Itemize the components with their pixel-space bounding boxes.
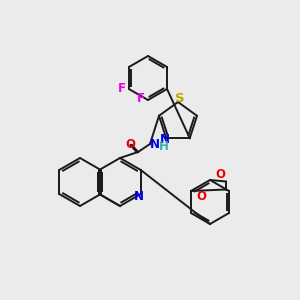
Text: O: O <box>125 137 135 151</box>
Text: F: F <box>137 92 145 106</box>
Text: O: O <box>215 167 225 181</box>
Text: S: S <box>175 92 185 106</box>
Text: N: N <box>160 133 170 146</box>
Text: H: H <box>159 140 169 152</box>
Text: N: N <box>134 190 144 202</box>
Text: F: F <box>118 82 126 94</box>
Text: O: O <box>196 190 206 203</box>
Text: N: N <box>150 137 160 151</box>
